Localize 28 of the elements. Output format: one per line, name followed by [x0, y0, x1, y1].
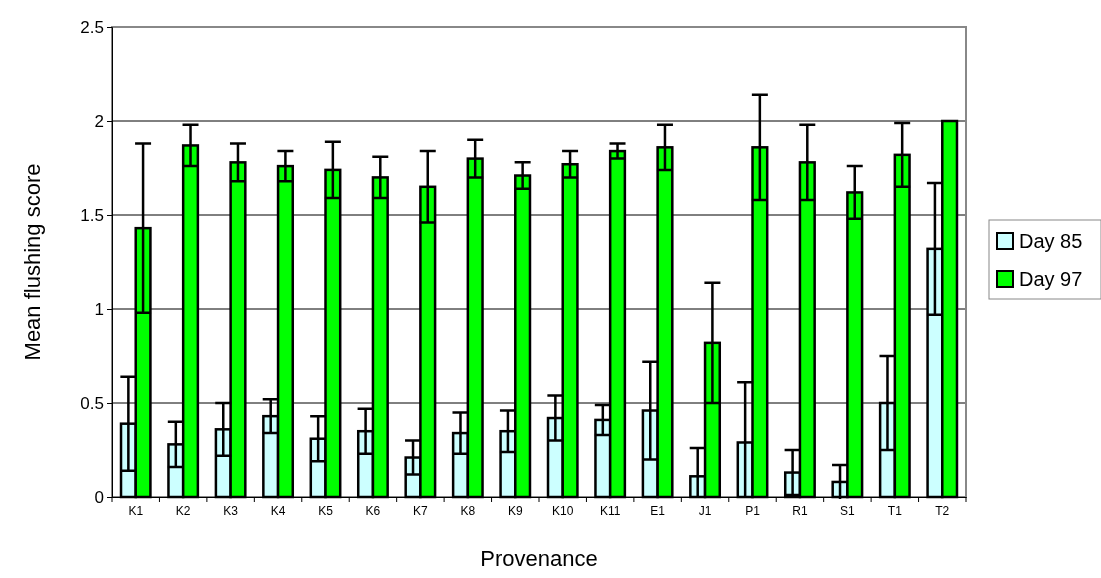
y-tick-label: 0 — [94, 487, 104, 507]
y-axis-title: Mean flushing score — [20, 163, 45, 361]
x-tick-label: K3 — [223, 503, 239, 518]
x-tick-label: T1 — [887, 503, 903, 518]
x-tick-label: J1 — [698, 503, 712, 518]
legend-label: Day 97 — [1019, 268, 1083, 290]
x-tick-label: K4 — [270, 503, 286, 518]
y-tick-label: 2.5 — [80, 17, 104, 37]
x-tick-label: K5 — [318, 503, 334, 518]
x-tick-label: K10 — [552, 503, 574, 518]
y-tick-label: 0.5 — [80, 393, 104, 413]
legend-label: Day 85 — [1019, 230, 1083, 252]
x-tick-label: K7 — [413, 503, 429, 518]
y-tick-label: 2 — [94, 111, 104, 131]
x-tick-label: P1 — [745, 503, 761, 518]
x-tick-label: E1 — [650, 503, 666, 518]
x-tick-label: K2 — [175, 503, 191, 518]
y-tick-label: 1.5 — [80, 205, 104, 225]
x-tick-label: T2 — [935, 503, 950, 518]
y-tick-label: 1 — [94, 299, 104, 319]
x-tick-label: S1 — [840, 503, 856, 518]
x-tick-label: R1 — [792, 503, 808, 518]
x-tick-label: K1 — [128, 503, 144, 518]
x-tick-label: K8 — [460, 503, 476, 518]
x-tick-label: K6 — [365, 503, 381, 518]
x-axis-title: Provenance — [480, 546, 598, 571]
x-tick-label: K9 — [507, 503, 523, 518]
x-tick-label: K11 — [599, 503, 621, 518]
